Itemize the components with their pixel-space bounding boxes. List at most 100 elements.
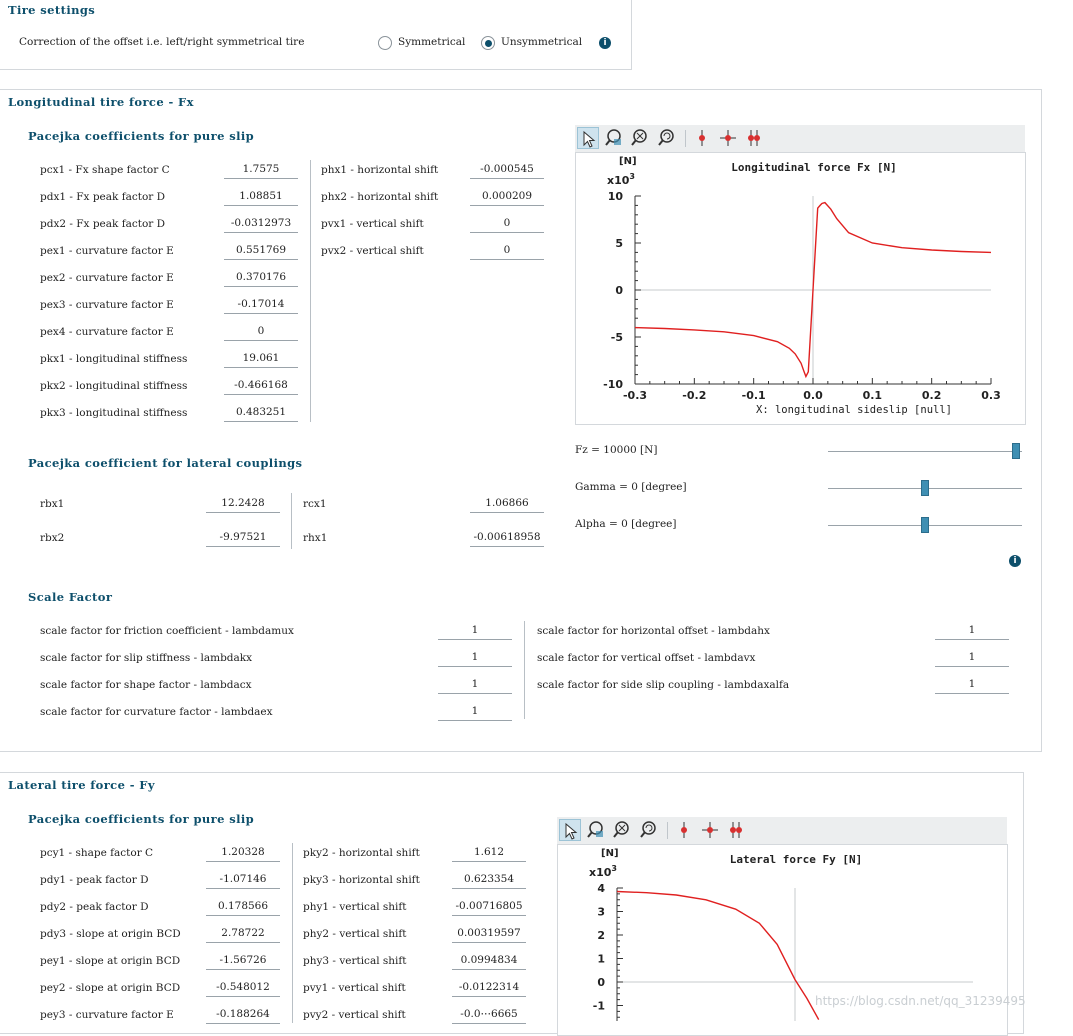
param-label: pcy1 - shape factor C [40,847,154,859]
param-value-field[interactable]: 0.000209 [470,189,544,206]
param-label: pky3 - horizontal shift [303,874,420,886]
param-label: pvx1 - vertical shift [321,218,424,230]
param-value-field[interactable]: 1 [935,650,1009,667]
param-value-field[interactable]: -1.07146 [206,872,280,889]
param-label: phy3 - vertical shift [303,955,407,967]
watermark: https://blog.csdn.net/qq_31239495 [815,994,1026,1008]
param-label: pdy3 - slope at origin BCD [40,928,181,940]
param-value-field[interactable]: 1.08851 [224,189,298,206]
double-marker-icon[interactable] [725,819,747,841]
zoom-box-icon[interactable] [585,819,607,841]
fx-xlabel: X: longitudinal sideslip [null] [756,404,952,416]
param-label: rbx2 [40,532,65,544]
double-marker-icon[interactable] [743,127,765,149]
param-value-field[interactable]: -0.0312973 [224,216,298,233]
param-label: pdx2 - Fx peak factor D [40,218,166,230]
slider-thumb[interactable] [921,480,929,496]
param-value-field[interactable]: 1.7575 [224,162,298,179]
fx-xtick-label: 0.0 [803,389,823,402]
param-value-field[interactable]: -0.466168 [224,378,298,395]
zoom-reset-icon[interactable] [637,819,659,841]
slider-thumb[interactable] [921,517,929,533]
param-label: phy2 - vertical shift [303,928,407,940]
param-value-field[interactable]: 19.061 [224,351,298,368]
param-value-field[interactable]: 0.0994834 [452,953,526,970]
param-value-field[interactable]: -0.17014 [224,297,298,314]
fx-chart-title: Longitudinal force Fx [N] [731,161,897,174]
param-value-field[interactable]: -1.56726 [206,953,280,970]
fy-ytick-label: 2 [597,929,605,942]
param-value-field[interactable]: 1 [438,677,512,694]
param-value-field[interactable]: 0.483251 [224,405,298,422]
fy-series-line [616,890,820,1020]
param-value-field[interactable]: -0.0122314 [452,980,526,997]
param-value-field[interactable]: 1.20328 [206,845,280,862]
param-value-field[interactable]: 0.623354 [452,872,526,889]
slider-info-icon[interactable]: i [1009,555,1021,567]
unsymmetrical-label[interactable]: Unsymmetrical [501,36,583,48]
param-value-field[interactable]: 1 [935,677,1009,694]
param-value-field[interactable]: 0 [470,216,544,233]
param-label: scale factor for shape factor - lambdacx [40,679,252,691]
slider-thumb[interactable] [1012,443,1020,459]
zoom-reset-icon[interactable] [655,127,677,149]
fx-xtick-label: 0.3 [981,389,1001,402]
param-value-field[interactable]: 0.178566 [206,899,280,916]
slider-track[interactable] [828,451,1022,452]
param-label: rhx1 [303,532,328,544]
param-value-field[interactable]: 1 [935,623,1009,640]
tire-settings-title: Tire settings [8,3,96,17]
param-value-field[interactable]: 0.551769 [224,243,298,260]
fx-ytick-label: 5 [615,237,623,250]
fy-ytick-label: -1 [593,1000,605,1013]
param-label: phy1 - vertical shift [303,901,407,913]
param-value-field[interactable]: 1 [438,650,512,667]
marker-icon[interactable] [673,819,695,841]
param-value-field[interactable]: 2.78722 [206,926,280,943]
param-value-field[interactable]: 1.06866 [470,496,544,513]
longitudinal-title: Longitudinal tire force - Fx [8,95,194,109]
slider-label: Fz = 10000 [N] [575,444,658,456]
param-value-field[interactable]: 0 [224,324,298,341]
symmetrical-label[interactable]: Symmetrical [398,36,466,48]
zoom-icon[interactable] [611,819,633,841]
param-value-field[interactable]: 0.370176 [224,270,298,287]
lateral-param-divider [292,843,293,1023]
fy-yscale: x103 [589,864,617,879]
fx-chart[interactable]: [N] x103 Longitudinal force Fx [N] X: lo… [575,152,1026,425]
param-value-field[interactable]: 1 [438,623,512,640]
zoom-icon[interactable] [629,127,651,149]
crosshair-icon[interactable] [717,127,739,149]
param-value-field[interactable]: 1 [438,704,512,721]
param-value-field[interactable]: -0.188264 [206,1007,280,1024]
pure-slip-title: Pacejka coefficients for pure slip [28,129,255,143]
param-value-field[interactable]: -9.97521 [206,530,280,547]
param-value-field[interactable]: -0.000545 [470,162,544,179]
param-value-field[interactable]: -0.00716805 [452,899,526,916]
fx-chart-svg[interactable]: [N] x103 Longitudinal force Fx [N] X: lo… [576,153,1025,424]
param-label: pkx2 - longitudinal stiffness [40,380,188,392]
param-label: pvy1 - vertical shift [303,982,406,994]
pointer-icon[interactable] [559,819,581,841]
zoom-box-icon[interactable] [603,127,625,149]
param-label: pey3 - curvature factor E [40,1009,174,1021]
fy-chart[interactable]: [N] x103 Lateral force Fy [N] 4 3 2 1 0 -1 [557,844,1008,1036]
param-value-field[interactable]: 1.612 [452,845,526,862]
param-value-field[interactable]: 0 [470,243,544,260]
param-label: scale factor for side slip coupling - la… [537,679,790,691]
symmetrical-radio[interactable] [378,36,392,50]
slider-label: Gamma = 0 [degree] [575,481,687,493]
param-value-field[interactable]: 0.00319597 [452,926,526,943]
param-value-field[interactable]: -0.0⋯6665 [452,1007,526,1024]
pointer-icon[interactable] [577,127,599,149]
crosshair-icon[interactable] [699,819,721,841]
marker-icon[interactable] [691,127,713,149]
param-value-field[interactable]: -0.548012 [206,980,280,997]
param-label: pex4 - curvature factor E [40,326,174,338]
param-value-field[interactable]: 12.2428 [206,496,280,513]
unsymmetrical-radio[interactable] [481,36,495,50]
info-icon[interactable]: i [599,37,611,49]
param-value-field[interactable]: -0.00618958 [470,530,544,547]
param-label: pex1 - curvature factor E [40,245,174,257]
